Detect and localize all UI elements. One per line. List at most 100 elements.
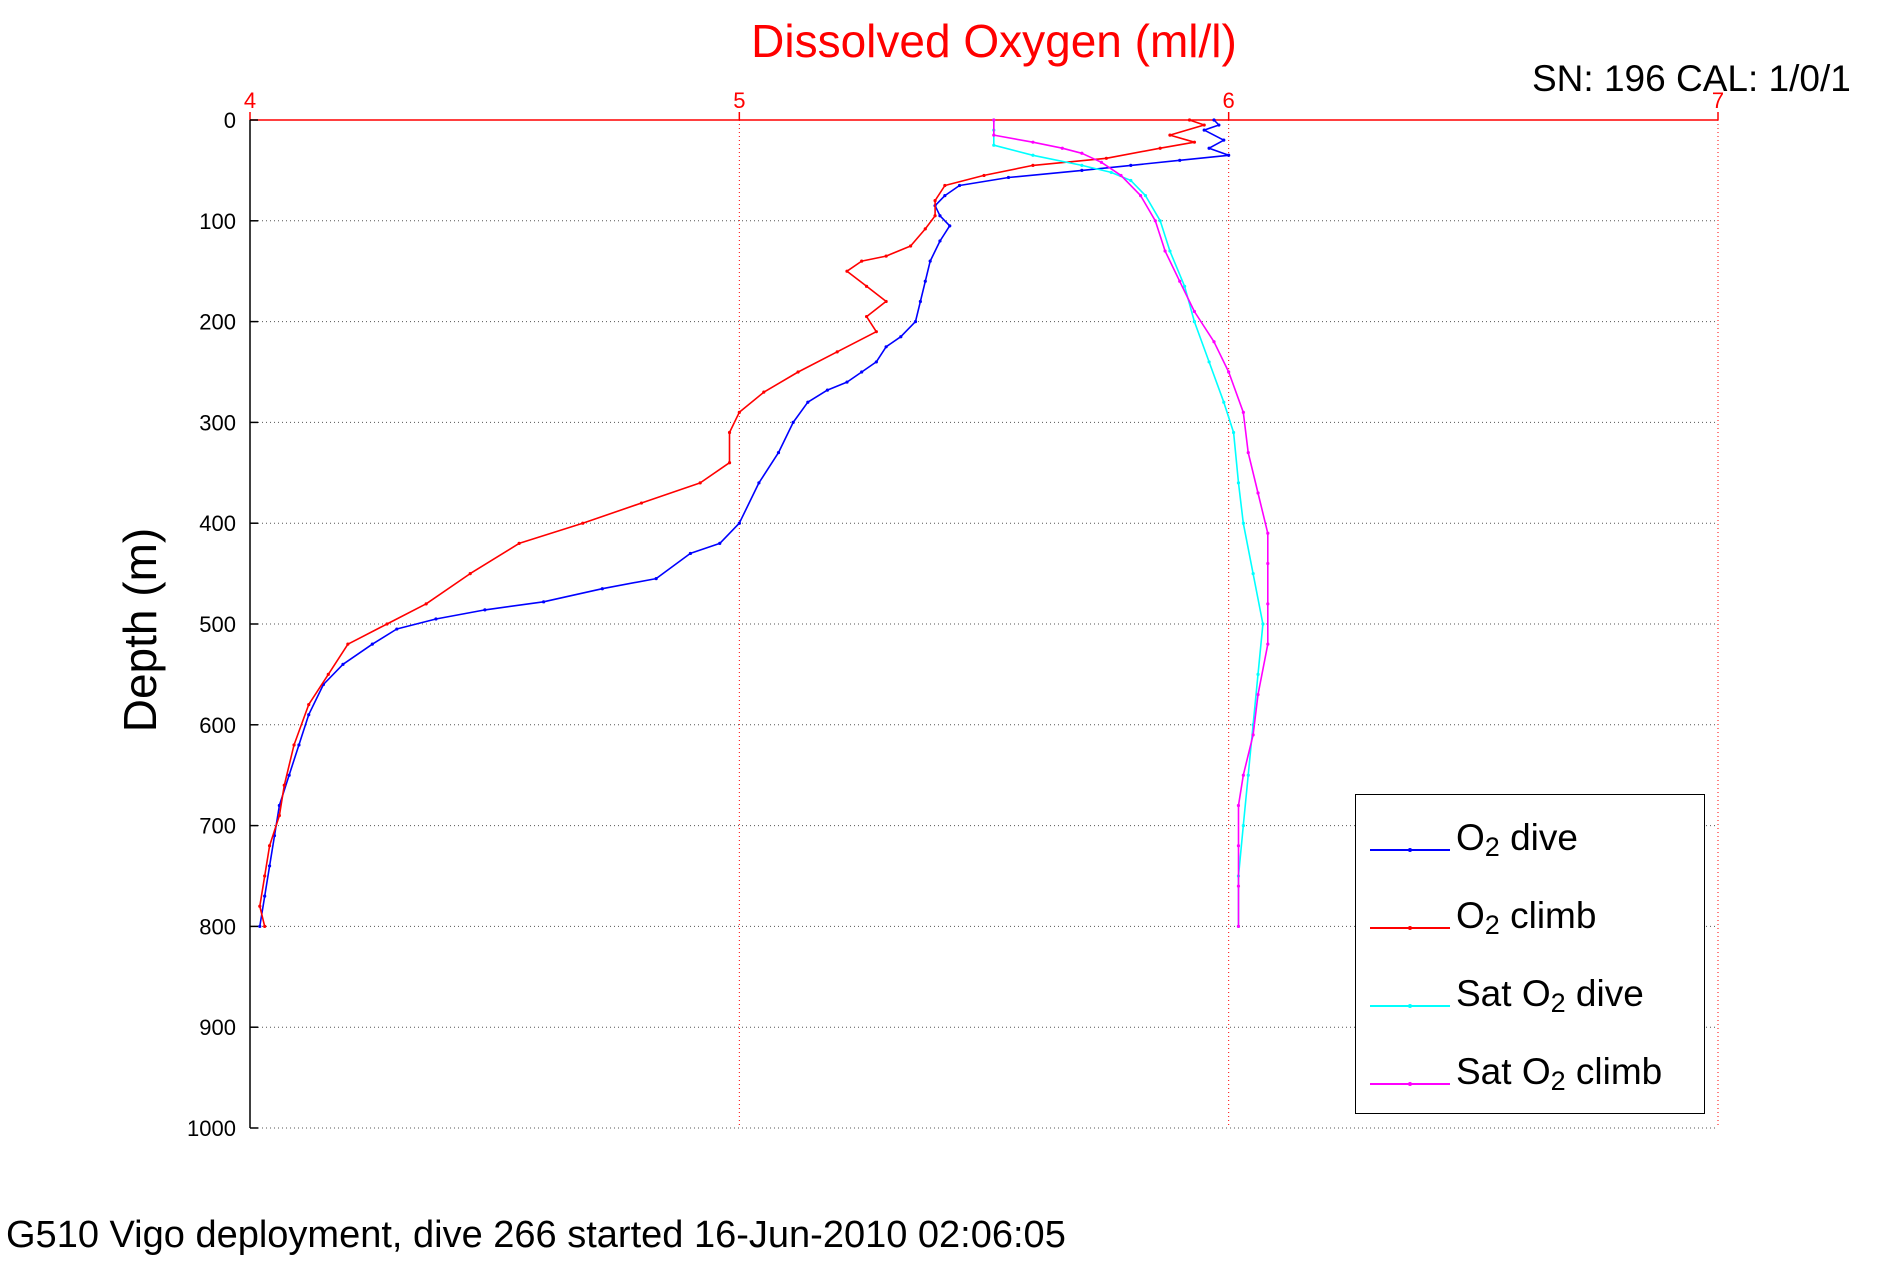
legend-label: O2 dive [1456, 817, 1578, 862]
y-tick-label-900: 900 [199, 1015, 236, 1040]
series-2-point-10 [1183, 284, 1187, 288]
series-2-point-13 [1222, 400, 1226, 404]
series-3-point-10 [1178, 279, 1182, 283]
legend-item-3: Sat O2 climb [1370, 1041, 1700, 1101]
series-2-point-9 [1168, 249, 1172, 253]
series-1-point-12 [909, 244, 913, 248]
y-axis-label: Depth (m) [114, 527, 166, 733]
series-2-point-22 [1241, 824, 1245, 828]
series-3-point-5 [1099, 160, 1104, 164]
series-1-point-26 [698, 481, 702, 485]
tick-labels: 4 5 6 7 0 100 200 300 400 500 600 700 800 900 1000 [187, 88, 1724, 1141]
series-1-point-7 [982, 173, 986, 178]
series-0-point-22 [874, 360, 878, 364]
series-3-point-0 [992, 118, 996, 122]
series-0-point-43 [297, 743, 301, 747]
series-0-point-48 [263, 894, 267, 898]
series-0-point-11 [943, 194, 947, 198]
series-line-0 [259, 119, 1230, 927]
series-1-point-42 [263, 924, 267, 929]
series-1-point-38 [277, 813, 281, 818]
series-2-point-8 [1158, 219, 1162, 223]
y-tick-label-800: 800 [199, 914, 236, 939]
series-0-point-5 [1227, 153, 1231, 157]
series-2-point-14 [1231, 430, 1236, 435]
series-1-point-30 [468, 572, 472, 576]
series-3-point-8 [1153, 219, 1157, 223]
series-3-point-18 [1266, 561, 1270, 566]
y-tick-label-500: 500 [199, 612, 236, 637]
series-1-point-24 [727, 430, 732, 435]
series-2-point-19 [1256, 672, 1260, 677]
series-0-point-47 [267, 864, 272, 868]
series-1-point-36 [292, 743, 296, 747]
series-0-point-44 [287, 773, 291, 777]
series-1-point-31 [424, 602, 428, 606]
series-2-point-3 [1031, 153, 1035, 157]
y-tick-label-1000: 1000 [187, 1116, 236, 1141]
series-3-point-19 [1266, 602, 1270, 606]
series-0-point-34 [600, 587, 604, 591]
legend-label-subscript: 2 [1484, 832, 1500, 862]
series-0-point-19 [913, 320, 918, 324]
series-1-point-15 [845, 269, 849, 273]
series-1-point-14 [860, 259, 864, 263]
y-tick-label-400: 400 [199, 511, 236, 536]
series-3-point-27 [1236, 924, 1241, 929]
series-0-point-29 [757, 481, 761, 485]
series-1-point-21 [796, 370, 800, 374]
series-2-point-15 [1236, 481, 1241, 485]
series-2-point-11 [1192, 320, 1197, 324]
series-0-point-13 [938, 214, 942, 218]
series-1-point-32 [385, 622, 389, 626]
series-1-point-3 [1192, 140, 1197, 144]
legend-label-suffix: dive [1565, 973, 1644, 1014]
series-0-point-17 [923, 279, 927, 283]
series-3-point-17 [1266, 531, 1270, 535]
y-tick-label-100: 100 [199, 209, 236, 234]
series-0-point-39 [370, 642, 374, 646]
series-0-point-36 [483, 608, 487, 612]
series-0-point-23 [860, 370, 864, 374]
series-3-point-4 [1080, 151, 1084, 155]
x-tick-label-6: 6 [1223, 88, 1235, 113]
legend-label-main: O [1456, 817, 1485, 858]
series-1-point-40 [263, 874, 267, 878]
series-1-point-28 [581, 521, 585, 525]
series-1-point-35 [307, 703, 311, 707]
legend-swatch-marker [1408, 848, 1412, 852]
series-3-point-12 [1212, 340, 1216, 344]
legend-swatch-marker [1408, 1004, 1412, 1008]
series-3-point-2 [1031, 140, 1035, 144]
series-1-point-22 [762, 390, 766, 394]
series-0-point-3 [1222, 138, 1226, 142]
series-1-point-25 [727, 461, 732, 465]
series-0-point-32 [688, 551, 693, 556]
series-3-point-3 [1060, 146, 1064, 150]
series-1-point-20 [835, 350, 839, 354]
series-1-point-17 [884, 299, 888, 304]
legend-label-subscript: 2 [1550, 1066, 1566, 1096]
series-0-point-28 [776, 451, 781, 455]
series-0-point-20 [899, 335, 903, 339]
series-3-point-7 [1138, 194, 1143, 198]
series-1-point-34 [326, 672, 330, 677]
y-tick-label-200: 200 [199, 310, 236, 335]
series-1-point-6 [1031, 163, 1035, 167]
series-0-point-30 [737, 521, 741, 525]
series-0-point-40 [341, 662, 345, 666]
x-tick-label-4: 4 [244, 88, 256, 113]
series-0-point-25 [825, 388, 830, 392]
series-3-point-13 [1227, 370, 1231, 374]
series-2-point-12 [1207, 360, 1211, 364]
series-3-point-15 [1246, 451, 1250, 455]
series-1-point-29 [517, 541, 521, 545]
series-3-point-14 [1241, 410, 1245, 414]
dive-caption: G510 Vigo deployment, dive 266 started 1… [6, 1214, 1066, 1256]
series-2-point-21 [1246, 773, 1250, 777]
series-1-point-10 [933, 214, 937, 218]
series-2-point-2 [992, 143, 996, 147]
series-2-point-17 [1251, 572, 1255, 576]
legend-item-0: O2 dive [1370, 807, 1700, 867]
